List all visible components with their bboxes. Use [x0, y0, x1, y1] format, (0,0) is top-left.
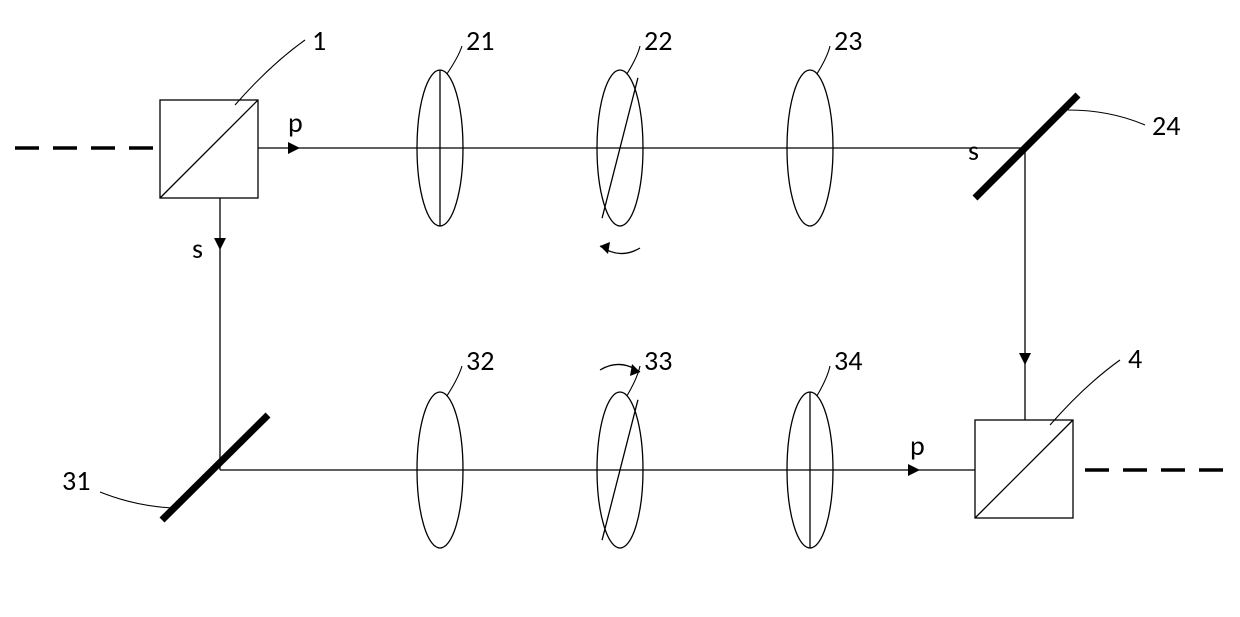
callout-label: 4 [1128, 341, 1142, 376]
arrow-head [214, 238, 226, 250]
callout-label: 31 [62, 463, 90, 498]
callout-label: 33 [644, 343, 672, 378]
callout-label: 21 [466, 23, 494, 58]
callout-leader [447, 366, 462, 396]
arrow-head [1019, 353, 1031, 365]
callout-label: 23 [834, 23, 862, 58]
mirror-bottom-left [162, 415, 268, 520]
polarization-p-bottom: p [910, 428, 925, 463]
polarization-p-top: p [288, 105, 303, 140]
polarization-s-left: s [192, 231, 203, 266]
input-beam-splitter [160, 100, 258, 198]
callout-label: 24 [1152, 108, 1180, 143]
callout-leader [1050, 360, 1120, 425]
callout-label: 1 [312, 23, 326, 58]
arrow-head [288, 142, 300, 154]
callout-leader [817, 46, 830, 74]
callout-label: 34 [834, 343, 862, 378]
output-beam-combiner [975, 420, 1073, 518]
callout-leader [447, 46, 462, 74]
top-element-22 [597, 70, 643, 254]
callout-leader [817, 366, 830, 396]
polarization-s-right: s [968, 133, 979, 168]
callout-leader [235, 40, 305, 105]
callout-label: 32 [466, 343, 494, 378]
callout-leader [1068, 110, 1145, 125]
mirror-top-right [975, 95, 1078, 198]
callout-label: 22 [644, 23, 672, 58]
arrow-head [908, 464, 920, 476]
bottom-element-33 [597, 364, 643, 548]
callout-leader [100, 492, 172, 508]
callout-leader [627, 46, 640, 74]
